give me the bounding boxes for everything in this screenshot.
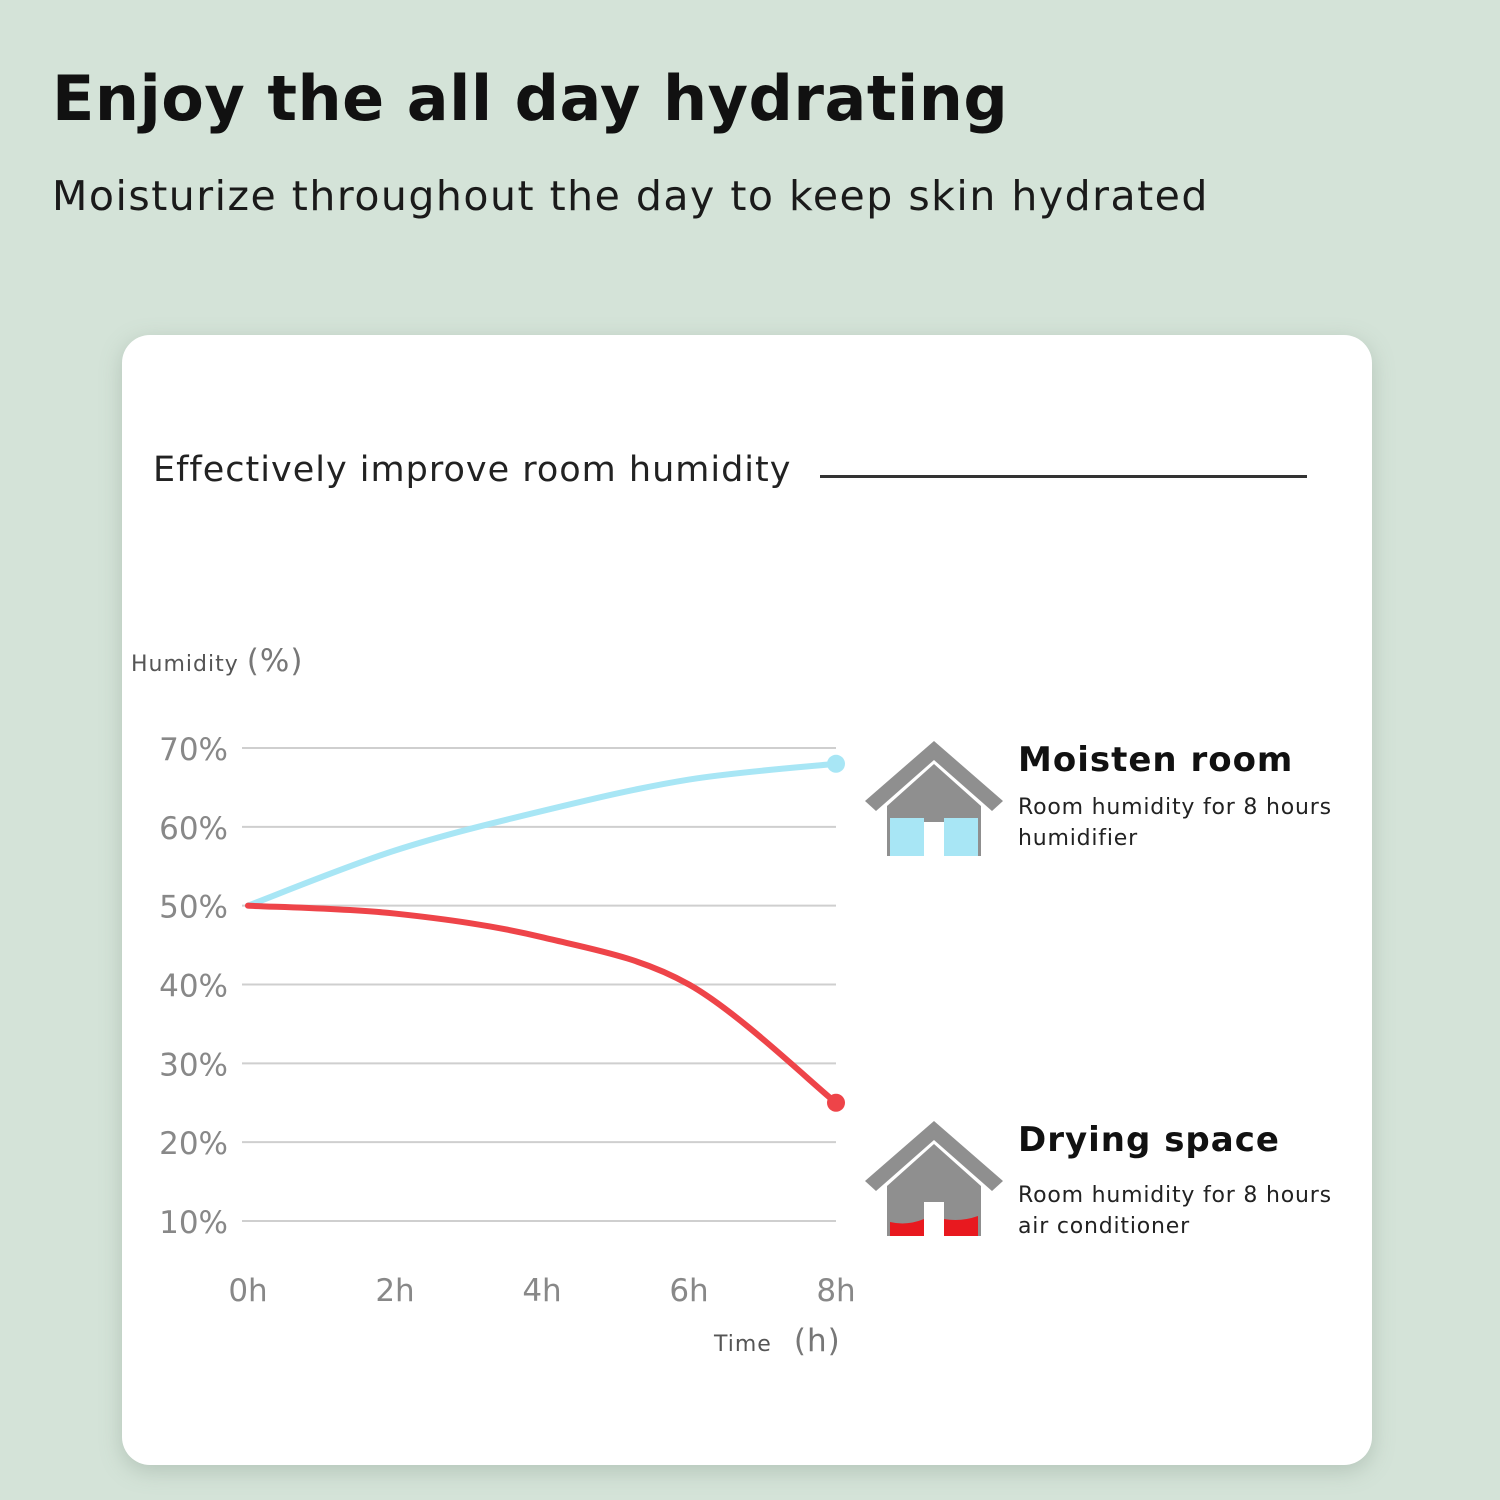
x-tick-label: 6h — [669, 1273, 708, 1309]
grid-layer: 70% 60% 50% 40% 30% 20% 10%0h 2h 4h 6h 8h — [159, 732, 856, 1309]
x-tick-label: 2h — [375, 1273, 414, 1309]
y-tick-label: 60% — [159, 811, 228, 847]
legend-drying-title: Drying space — [1018, 1120, 1280, 1160]
y-tick-label: 10% — [159, 1205, 228, 1241]
legend-drying-line2: air conditioner — [1018, 1214, 1190, 1239]
x-axis-label-text: Time — [713, 1332, 772, 1357]
y-tick-label: 40% — [159, 969, 228, 1005]
y-tick-label: 30% — [159, 1047, 228, 1083]
moisten-level-left — [890, 818, 924, 856]
chart-card — [122, 335, 1372, 1465]
x-tick-label: 4h — [522, 1273, 561, 1309]
y-tick-label: 20% — [159, 1126, 228, 1162]
y-tick-label: 70% — [159, 732, 228, 768]
y-axis-label: Humidity (%) — [131, 643, 303, 679]
house-icon — [865, 1121, 1003, 1236]
legend-drying-line1: Room humidity for 8 hours — [1018, 1183, 1332, 1208]
moisten-level-right — [944, 818, 978, 856]
title-divider — [820, 475, 1307, 478]
drying-level-right — [944, 1216, 978, 1236]
y-tick-label: 50% — [159, 890, 228, 926]
x-axis-label: Time (h) — [713, 1323, 841, 1359]
page-headline: Enjoy the all day hydrating — [52, 62, 1009, 135]
x-tick-label: 0h — [228, 1273, 267, 1309]
data-point — [827, 754, 845, 773]
drying-level-left — [890, 1219, 924, 1236]
data-point — [827, 1093, 845, 1112]
chart-card-title: Effectively improve room humidity — [153, 450, 792, 490]
y-axis-label-unit: (%) — [247, 643, 304, 679]
legend-moisten-line2: humidifier — [1018, 826, 1138, 851]
legend-moisten-title: Moisten room — [1018, 740, 1294, 780]
house-icon — [865, 741, 1003, 856]
x-axis-label-unit: (h) — [794, 1323, 841, 1359]
series-layer — [245, 754, 845, 1112]
series-line-drying — [245, 902, 839, 1106]
x-tick-label: 8h — [816, 1273, 855, 1309]
legend-moisten-line1: Room humidity for 8 hours — [1018, 795, 1332, 820]
series-line-moisten — [245, 760, 839, 909]
y-axis-label-text: Humidity — [131, 652, 239, 677]
page-subheadline: Moisturize throughout the day to keep sk… — [52, 172, 1209, 220]
